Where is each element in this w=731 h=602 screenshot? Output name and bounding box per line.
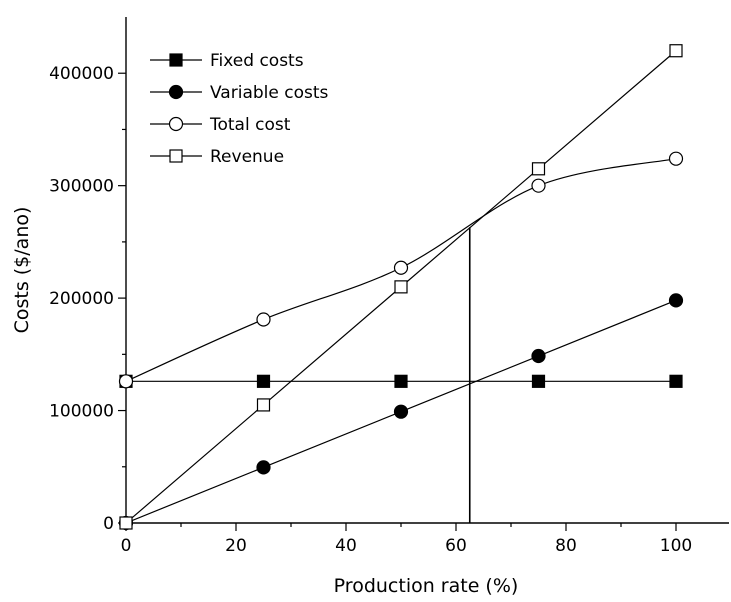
data-point — [670, 45, 682, 57]
legend-marker — [170, 118, 183, 131]
x-tick-label: 100 — [660, 536, 692, 556]
x-tick-label: 80 — [555, 536, 577, 556]
legend: Fixed costs Variable costs Total cost Reven… — [150, 51, 329, 167]
y-tick-label: 300000 — [49, 177, 114, 197]
x-tick-label: 0 — [121, 536, 132, 556]
legend-marker — [170, 54, 182, 66]
data-point — [670, 294, 683, 307]
data-point — [395, 405, 408, 418]
series-fixed-costs — [120, 375, 682, 387]
series-revenue — [120, 45, 682, 529]
x-tick-label: 20 — [225, 536, 247, 556]
legend-label: Total cost — [209, 115, 291, 135]
x-tick-label: 40 — [335, 536, 357, 556]
legend-marker — [170, 86, 183, 99]
data-point — [533, 163, 545, 175]
legend-item: Variable costs — [150, 83, 329, 103]
data-point — [670, 152, 683, 165]
legend-marker — [170, 150, 182, 162]
series-total-cost — [120, 152, 683, 388]
data-point — [670, 375, 682, 387]
data-point — [395, 281, 407, 293]
legend-item: Fixed costs — [150, 51, 304, 71]
y-axis-title: Costs ($/ano) — [11, 207, 33, 334]
data-point — [258, 399, 270, 411]
data-point — [257, 313, 270, 326]
legend-label: Revenue — [210, 147, 284, 167]
data-point — [258, 375, 270, 387]
data-point — [120, 517, 132, 529]
data-point — [257, 461, 270, 474]
legend-label: Variable costs — [210, 83, 329, 103]
y-tick-label: 0 — [103, 514, 114, 534]
series-group — [120, 45, 683, 530]
y-tick-label: 400000 — [49, 64, 114, 84]
ticks: 0 20 40 60 80 100 0 100000 200000 300000 400000 — [49, 64, 692, 556]
data-point — [120, 375, 133, 388]
y-tick-label: 200000 — [49, 289, 114, 309]
legend-label: Fixed costs — [210, 51, 304, 71]
data-point — [533, 375, 545, 387]
series-variable-costs — [120, 294, 683, 530]
x-tick-label: 60 — [445, 536, 467, 556]
data-point — [395, 375, 407, 387]
data-point — [532, 350, 545, 363]
data-point — [395, 261, 408, 274]
x-axis-title: Production rate (%) — [334, 575, 519, 597]
legend-item: Revenue — [150, 147, 284, 167]
legend-item: Total cost — [150, 115, 291, 135]
y-tick-label: 100000 — [49, 402, 114, 422]
data-point — [532, 179, 545, 192]
